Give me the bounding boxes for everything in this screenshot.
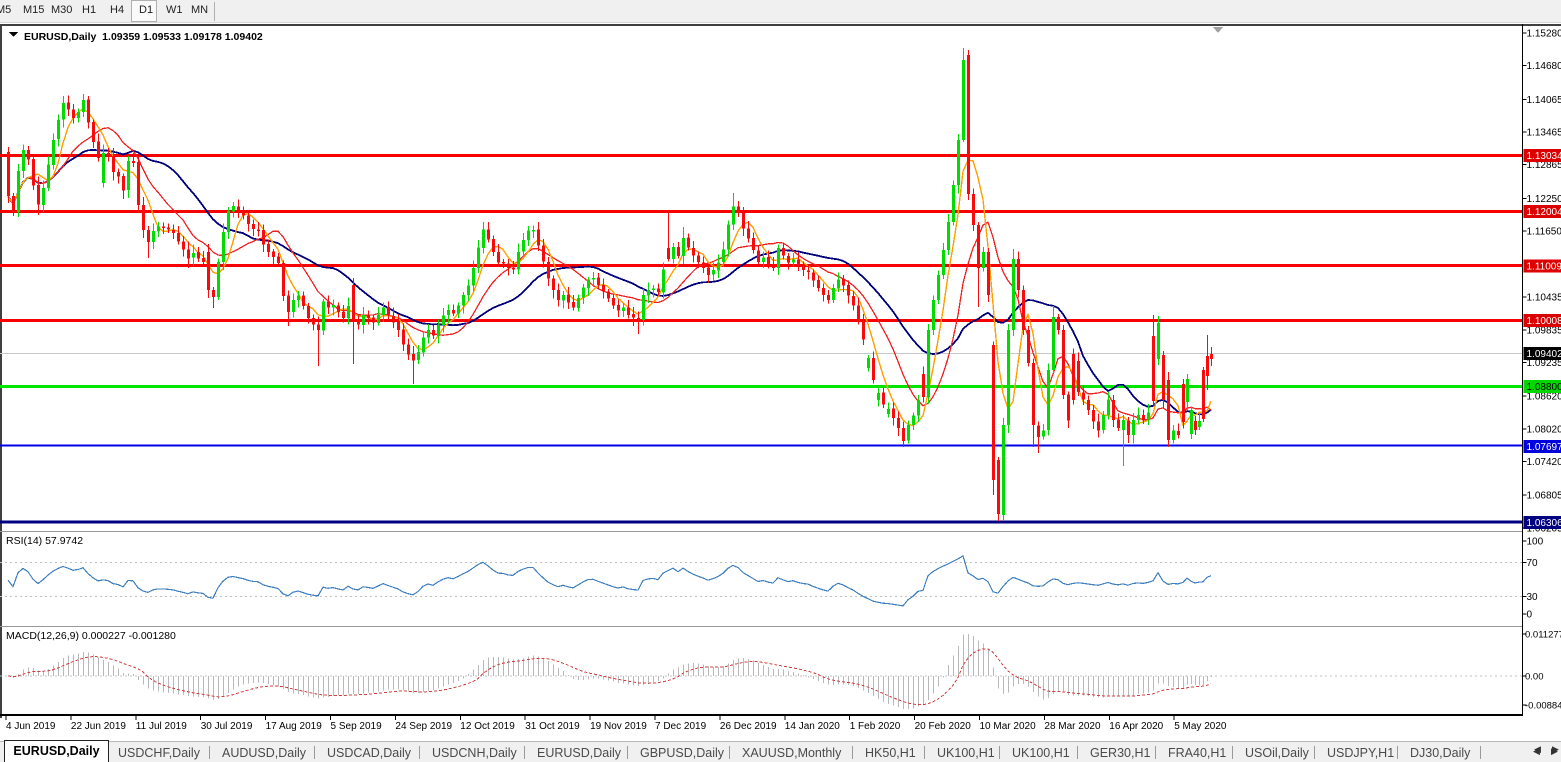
svg-text:1.11009: 1.11009 xyxy=(1527,261,1561,272)
svg-text:1.09402: 1.09402 xyxy=(1527,349,1561,360)
svg-text:-0.00884: -0.00884 xyxy=(1525,701,1561,712)
svg-text:7 Dec 2019: 7 Dec 2019 xyxy=(655,721,707,732)
svg-text:1 Feb 2020: 1 Feb 2020 xyxy=(850,721,901,732)
svg-text:1.08800: 1.08800 xyxy=(1527,382,1561,393)
svg-text:1.13465: 1.13465 xyxy=(1527,128,1561,139)
svg-text:1.14065: 1.14065 xyxy=(1527,95,1561,106)
svg-text:70: 70 xyxy=(1527,558,1539,569)
svg-text:30: 30 xyxy=(1527,592,1539,603)
svg-text:1.07420: 1.07420 xyxy=(1527,457,1561,468)
svg-text:1.15280: 1.15280 xyxy=(1527,29,1561,40)
svg-text:22 Jun 2019: 22 Jun 2019 xyxy=(71,721,126,732)
svg-text:1.09235: 1.09235 xyxy=(1527,358,1561,369)
svg-text:16 Apr 2020: 16 Apr 2020 xyxy=(1109,721,1163,732)
svg-text:30 Jul 2019: 30 Jul 2019 xyxy=(201,721,253,732)
svg-text:0.00: 0.00 xyxy=(1525,672,1544,683)
svg-text:1.12004: 1.12004 xyxy=(1527,207,1561,218)
svg-text:1.08620: 1.08620 xyxy=(1527,392,1561,403)
svg-text:31 Oct 2019: 31 Oct 2019 xyxy=(525,721,580,732)
svg-text:28 Mar 2020: 28 Mar 2020 xyxy=(1044,721,1101,732)
svg-text:5 May 2020: 5 May 2020 xyxy=(1174,721,1227,732)
svg-text:1.08020: 1.08020 xyxy=(1527,424,1561,435)
svg-text:26 Dec 2019: 26 Dec 2019 xyxy=(720,721,777,732)
svg-text:1.06805: 1.06805 xyxy=(1527,491,1561,502)
svg-text:1.10008: 1.10008 xyxy=(1527,316,1561,327)
svg-text:10 Mar 2020: 10 Mar 2020 xyxy=(980,721,1037,732)
svg-text:MACD(12,26,9) 0.000227 -0.0012: MACD(12,26,9) 0.000227 -0.001280 xyxy=(6,630,176,642)
svg-text:1.13034: 1.13034 xyxy=(1527,151,1561,162)
svg-text:12 Oct 2019: 12 Oct 2019 xyxy=(460,721,515,732)
svg-text:4 Jun 2019: 4 Jun 2019 xyxy=(6,721,56,732)
svg-text:17 Aug 2019: 17 Aug 2019 xyxy=(266,721,323,732)
svg-text:EURUSD,Daily 1.09359 1.09533: EURUSD,Daily 1.09359 1.09533 1.09178 1.0… xyxy=(24,31,263,43)
svg-text:0.011277: 0.011277 xyxy=(1525,630,1561,641)
svg-text:1.12865: 1.12865 xyxy=(1527,160,1561,171)
svg-text:14 Jan 2020: 14 Jan 2020 xyxy=(785,721,840,732)
svg-text:0: 0 xyxy=(1527,610,1533,621)
svg-text:1.07697: 1.07697 xyxy=(1527,442,1561,453)
svg-text:11 Jul 2019: 11 Jul 2019 xyxy=(136,721,187,732)
svg-text:1.10435: 1.10435 xyxy=(1527,293,1561,304)
svg-text:24 Sep 2019: 24 Sep 2019 xyxy=(395,721,452,732)
svg-text:100: 100 xyxy=(1527,537,1544,548)
svg-text:5 Sep 2019: 5 Sep 2019 xyxy=(331,721,383,732)
svg-text:20 Feb 2020: 20 Feb 2020 xyxy=(915,721,972,732)
svg-text:1.06306: 1.06306 xyxy=(1527,518,1561,529)
svg-text:1.11650: 1.11650 xyxy=(1527,226,1561,237)
svg-text:1.12250: 1.12250 xyxy=(1527,194,1561,205)
svg-text:1.09835: 1.09835 xyxy=(1527,325,1561,336)
svg-text:RSI(14) 57.9742: RSI(14) 57.9742 xyxy=(6,535,83,547)
svg-text:1.14680: 1.14680 xyxy=(1527,61,1561,72)
svg-text:19 Nov 2019: 19 Nov 2019 xyxy=(590,721,647,732)
